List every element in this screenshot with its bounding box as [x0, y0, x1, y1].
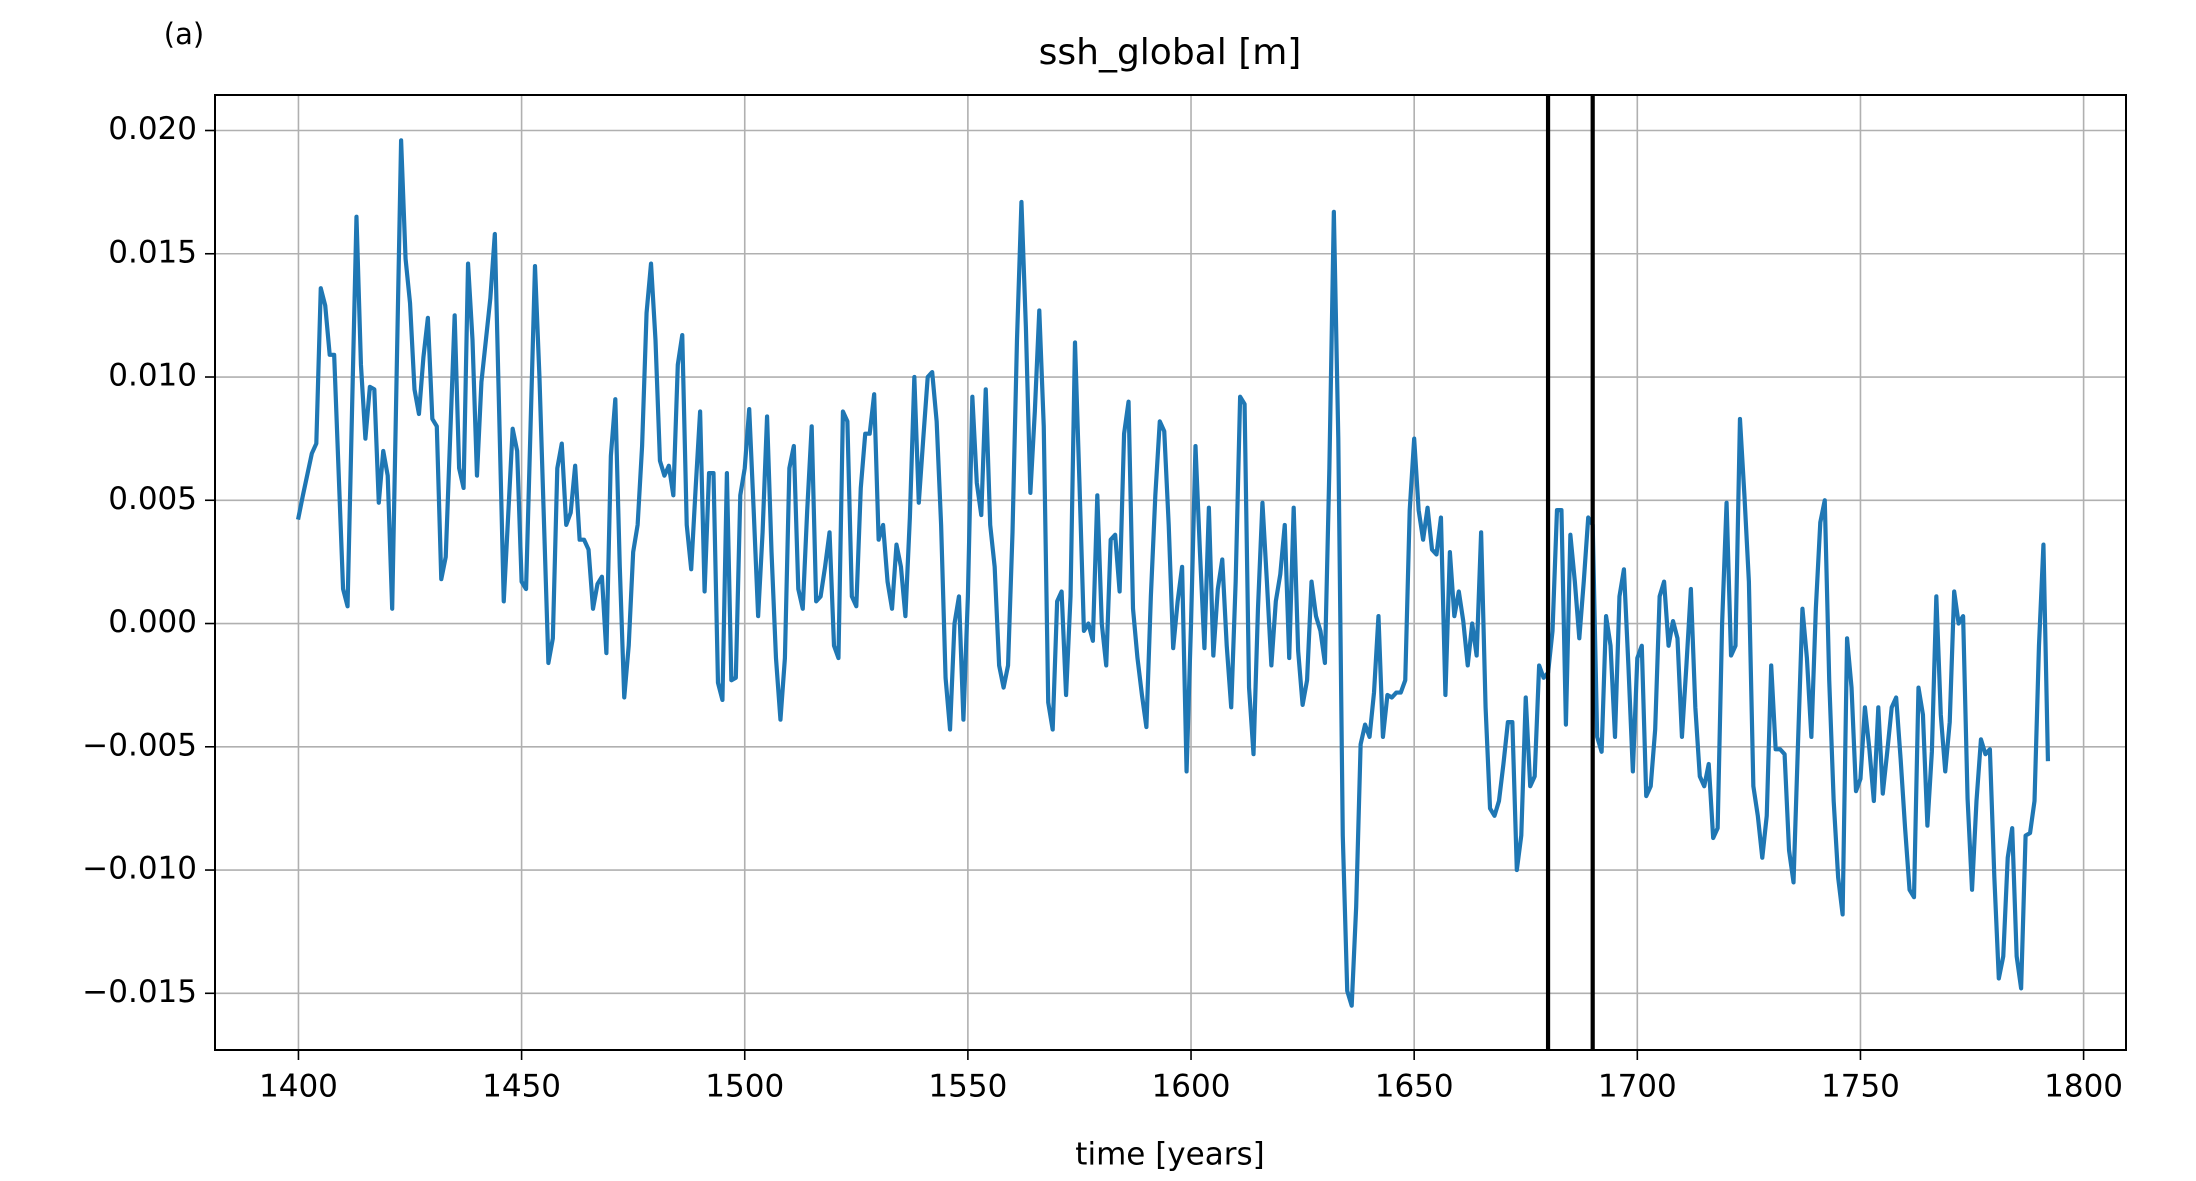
y-tick-label: 0.015: [108, 234, 197, 270]
x-tick-label: 1500: [705, 1069, 784, 1105]
y-tick-label: 0.000: [108, 604, 197, 640]
y-tick-label: 0.010: [108, 358, 197, 394]
y-tick-label: −0.005: [82, 727, 197, 763]
x-tick-label: 1400: [259, 1069, 338, 1105]
data-line: [295, 138, 2051, 1008]
panel-label: (a): [164, 17, 204, 51]
x-tick-label: 1700: [1598, 1069, 1677, 1105]
x-tick-label: 1750: [1821, 1069, 1900, 1105]
x-tick-label: 1450: [482, 1069, 561, 1105]
y-tick-label: 0.005: [108, 481, 197, 517]
x-axis-label: time [years]: [1075, 1137, 1264, 1173]
x-tick-label: 1800: [2044, 1069, 2123, 1105]
y-tick-label: −0.015: [82, 974, 197, 1010]
x-tick-label: 1550: [928, 1069, 1007, 1105]
chart-title: ssh_global [m]: [1039, 32, 1302, 73]
x-tick-label: 1600: [1152, 1069, 1231, 1105]
plot-frame: [214, 94, 2127, 1051]
x-tick-label: 1650: [1375, 1069, 1454, 1105]
y-tick-label: 0.020: [108, 111, 197, 147]
y-tick-label: −0.010: [82, 851, 197, 887]
